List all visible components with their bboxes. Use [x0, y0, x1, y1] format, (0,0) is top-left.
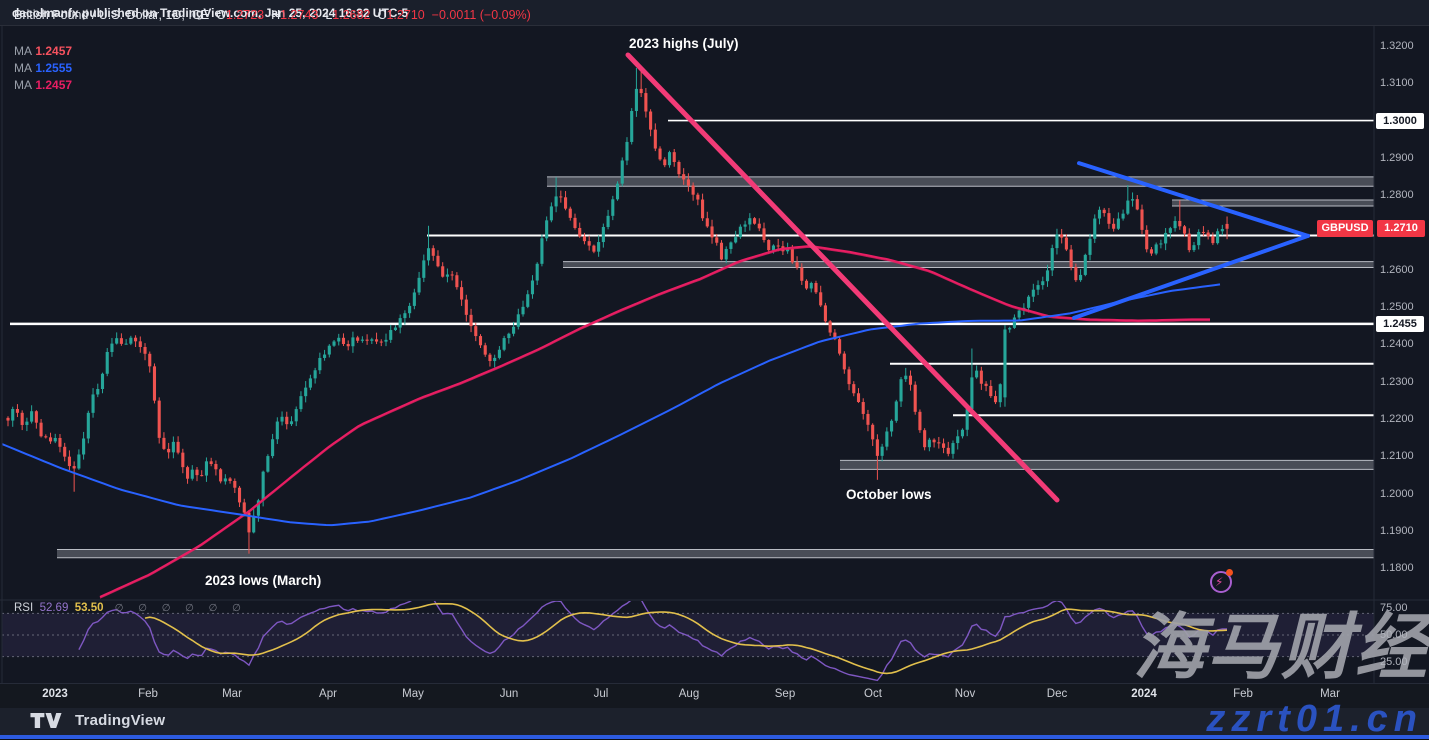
low-value: 1.2682: [332, 8, 371, 22]
price-tick-highlight-1.2455[interactable]: 1.2455: [1376, 315, 1424, 332]
close-value: 1.2710: [386, 8, 425, 22]
close-label: C: [377, 8, 387, 22]
price-tick-1.2000: 1.2000: [1380, 487, 1414, 500]
price-tick-1.3200: 1.3200: [1380, 40, 1414, 52]
current-price-label[interactable]: 1.2710: [1377, 220, 1425, 238]
annotation-3: 2023 lows (March): [205, 573, 322, 588]
rsi-label: RSI: [14, 602, 34, 614]
price-tick-highlight-1.3000[interactable]: 1.3000: [1376, 112, 1424, 129]
ma-legend-row-3[interactable]: MA 1.2457: [14, 78, 73, 92]
change-value: −0.0011 (−0.09%): [431, 8, 531, 22]
price-tick-1.1800: 1.1800: [1380, 562, 1414, 575]
price-tick-1.2900: 1.2900: [1380, 151, 1414, 164]
price-tick-1.2300: 1.2300: [1380, 375, 1414, 388]
time-axis-strip[interactable]: [0, 683, 1429, 709]
time-axis-Aug: Aug: [678, 688, 700, 700]
rsi-value: 52.69: [39, 602, 69, 614]
tradingview-brand-text: TradingView: [75, 712, 166, 729]
time-axis-Dec: Dec: [1046, 688, 1068, 700]
annotation-2: October lows: [846, 487, 932, 502]
open-label: O: [216, 8, 226, 22]
price-tick-1.2800: 1.2800: [1380, 189, 1414, 202]
symbol-title: British Pound / U.S. Dollar, 1D, ICE: [14, 8, 210, 22]
ma-legend-row-1[interactable]: MA 1.2457: [14, 44, 73, 58]
time-axis-Jul: Jul: [593, 688, 609, 700]
watermark-url: zzrt01.cn: [1206, 698, 1423, 740]
published-info-text: dacolmanfx published on TradingView.com,…: [12, 6, 409, 20]
ma-legend-row-2[interactable]: MA 1.2555: [14, 61, 73, 75]
lightning-icon: ⚡: [1215, 575, 1224, 589]
rsi-legend-row[interactable]: RSI 52.69 53.50 ∅ ∅ ∅ ∅ ∅ ∅: [14, 602, 247, 614]
rsi-hidden-values: ∅ ∅ ∅ ∅ ∅ ∅: [114, 603, 247, 614]
price-tick-1.3100: 1.3100: [1380, 77, 1414, 90]
time-axis-Sep: Sep: [774, 688, 796, 700]
rsi-tick-75.00: 75.00: [1380, 602, 1408, 614]
price-tick-1.2500: 1.2500: [1380, 301, 1414, 314]
ma-value-2: 1.2555: [35, 61, 73, 75]
time-axis-Oct: Oct: [864, 688, 882, 700]
annotation-1: 2023 highs (July): [629, 36, 739, 51]
bottom-accent-bar: [0, 735, 1429, 739]
time-axis-2023: 2023: [42, 688, 68, 700]
ma-value-3: 1.2457: [35, 78, 73, 92]
time-axis-Jun: Jun: [499, 688, 519, 700]
published-info-bar: dacolmanfx published on TradingView.com,…: [0, 0, 1429, 26]
time-axis-Feb: Feb: [1233, 688, 1253, 700]
price-tick-1.2200: 1.2200: [1380, 413, 1414, 425]
price-tick-1.1900: 1.1900: [1380, 524, 1414, 537]
time-axis-Feb: Feb: [138, 688, 158, 700]
time-axis-Mar: Mar: [222, 688, 242, 700]
symbol-price-flag[interactable]: GBPUSD: [1317, 220, 1373, 238]
open-value: 1.2723: [225, 8, 265, 22]
notification-dot: [1226, 569, 1233, 576]
rsi-tick-25.00: 25.00: [1380, 656, 1408, 668]
rsi-ma-value: 53.50: [74, 602, 104, 614]
tradingview-logo-icon: [30, 713, 62, 728]
price-tick-1.2400: 1.2400: [1380, 338, 1414, 351]
price-tick-1.2600: 1.2600: [1380, 263, 1414, 276]
high-label: H: [271, 8, 281, 22]
watermark-chinese: 海马财经: [1132, 608, 1429, 688]
flash-status-icon[interactable]: ⚡: [1210, 569, 1233, 593]
price-tick-1.2100: 1.2100: [1380, 450, 1414, 463]
symbol-ohlc-line[interactable]: British Pound / U.S. Dollar, 1D, ICE O1.…: [14, 8, 531, 22]
time-axis-Nov: Nov: [954, 688, 976, 700]
time-axis-Mar: Mar: [1320, 688, 1340, 700]
tradingview-brand[interactable]: TradingView: [26, 712, 165, 729]
rsi-tick-50.00: 50.00: [1380, 629, 1408, 641]
footer-bar: [0, 708, 1429, 735]
low-label: L: [325, 8, 333, 22]
high-value: 1.2743: [280, 8, 319, 22]
time-axis-2024: 2024: [1131, 688, 1157, 700]
time-axis-Apr: Apr: [319, 688, 337, 700]
ma-value-1: 1.2457: [35, 44, 73, 58]
time-axis-May: May: [402, 688, 424, 700]
